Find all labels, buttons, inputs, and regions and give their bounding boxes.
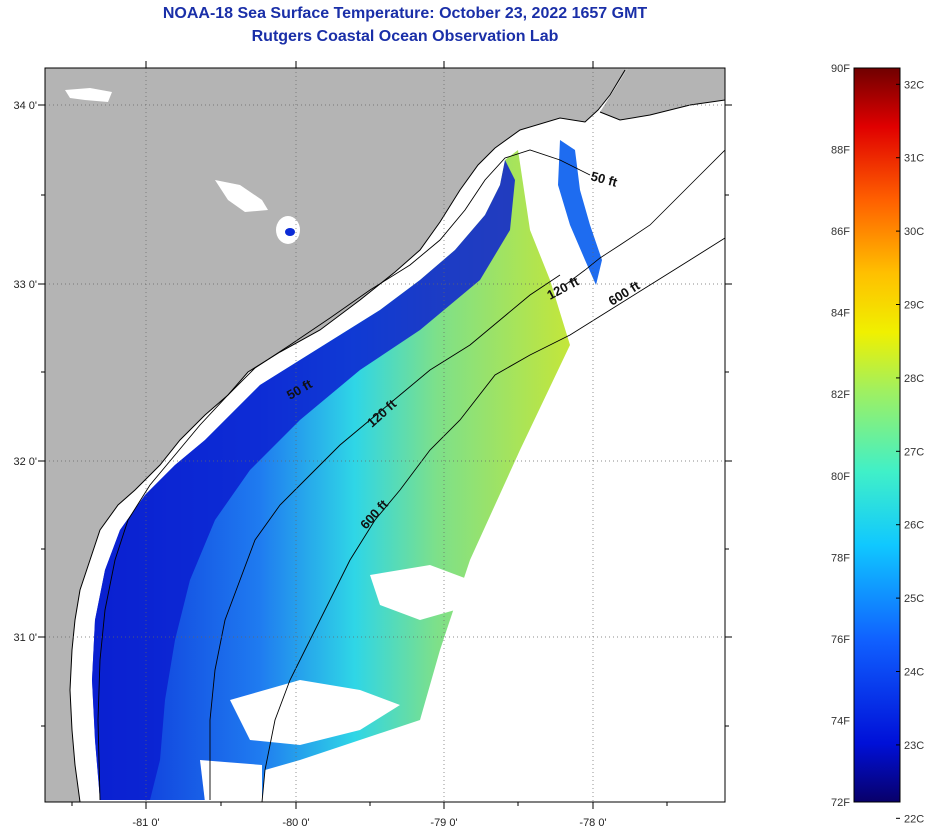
colorbar-label-c: 31C (904, 153, 924, 165)
colorbar-label-c: 22C (904, 813, 924, 825)
sst-nearshore-cold (92, 160, 515, 800)
colorbar-label-c: 23C (904, 740, 924, 752)
contour-label-50ft: 50 ft (589, 168, 619, 190)
lon-label: -80 0' (282, 817, 309, 829)
colorbar-label-c: 25C (904, 593, 924, 605)
colorbar-labels-f: 90F 88F 86F 84F 82F 80F 78F 76F 74F 72F (831, 63, 850, 809)
colorbar-label-f: 82F (831, 389, 850, 401)
lon-label: -78 0' (579, 817, 606, 829)
colorbar-label-f: 72F (831, 797, 850, 809)
colorbar-label-f: 84F (831, 308, 850, 320)
colorbar-label-f: 86F (831, 226, 850, 238)
colorbar-ticks (896, 83, 900, 819)
colorbar-label-c: 28C (904, 373, 924, 385)
cloud-patch (65, 88, 112, 102)
colorbar-label-c: 27C (904, 446, 924, 458)
sst-swath (92, 150, 570, 800)
coastline (69, 69, 626, 802)
sst-cape-patch (558, 140, 602, 285)
cloud-patch (285, 228, 295, 236)
cloud-gap (230, 680, 400, 745)
lat-label: 32 0' (13, 456, 37, 468)
lon-ticks (71, 61, 668, 809)
lat-label: 33 0' (13, 279, 37, 291)
lon-label: -79 0' (430, 817, 457, 829)
colorbar-label-c: 24C (904, 667, 924, 679)
cloud-gap (200, 760, 262, 802)
colorbar-label-c: 29C (904, 300, 924, 312)
isobath-120ft (209, 274, 561, 800)
colorbar-label-f: 76F (831, 634, 850, 646)
colorbar-label-f: 80F (831, 471, 850, 483)
isobath-600ft (261, 237, 725, 802)
isobath-50ft (97, 149, 591, 801)
lon-label: -81 0' (132, 817, 159, 829)
lat-label: 31 0' (13, 632, 37, 644)
map-subtitle: Rutgers Coastal Ocean Observation Lab (251, 28, 559, 45)
lat-label: 34 0' (13, 100, 37, 112)
graticule (45, 68, 725, 802)
map-title: NOAA-18 Sea Surface Temperature: October… (162, 5, 648, 22)
colorbar-label-f: 78F (831, 552, 850, 564)
colorbar-label-f: 88F (831, 145, 850, 157)
coastline-cape (599, 99, 725, 121)
colorbar-label-f: 90F (831, 63, 850, 75)
land-cape-fear (600, 68, 725, 120)
cloud-gap (370, 565, 470, 620)
colorbar-label-f: 74F (831, 715, 850, 727)
colorbar-label-c: 32C (904, 79, 924, 91)
colorbar (853, 67, 901, 803)
cloud-patch (215, 180, 268, 212)
isobath-shelf (564, 149, 725, 286)
colorbar-label-c: 26C (904, 520, 924, 532)
map-border (44, 67, 726, 803)
land-mass (45, 68, 628, 802)
colorbar-labels-c: 32C 31C 30C 29C 28C 27C 26C 25C 24C 23C 22C (904, 79, 924, 825)
colorbar-label-c: 30C (904, 226, 924, 238)
lat-ticks (38, 104, 732, 727)
